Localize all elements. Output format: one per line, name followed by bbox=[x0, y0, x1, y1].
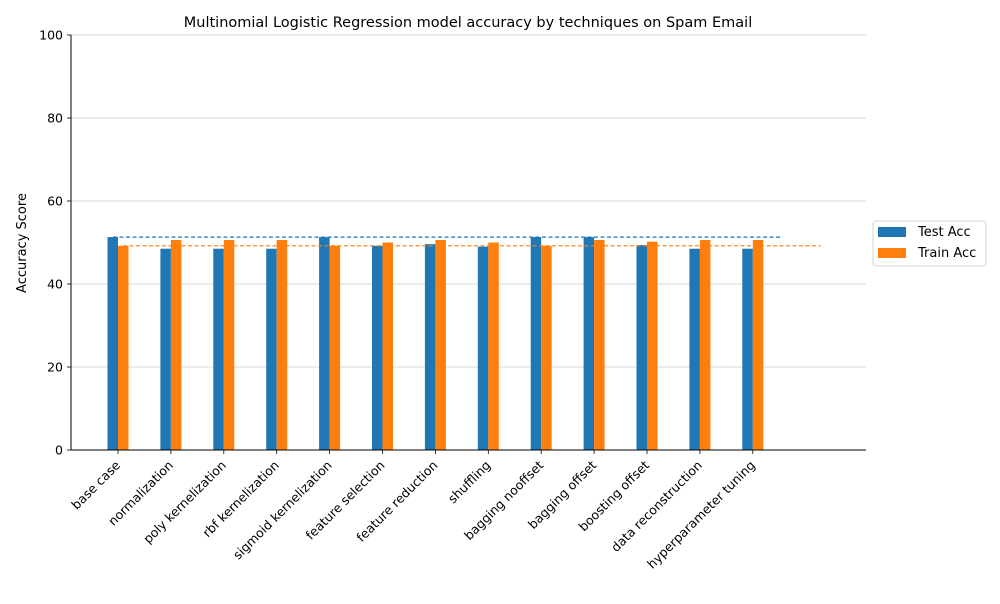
bar-train-acc bbox=[699, 240, 711, 450]
bar-test-acc bbox=[107, 237, 118, 450]
bar-test-acc bbox=[689, 248, 700, 450]
y-tick-label: 80 bbox=[47, 111, 63, 126]
bar-test-acc bbox=[636, 244, 647, 450]
x-tick-label: shuffling bbox=[445, 458, 494, 507]
bar-test-acc bbox=[160, 248, 171, 450]
y-tick-label: 40 bbox=[47, 277, 63, 292]
bar-test-acc bbox=[372, 245, 383, 450]
x-tick-label: hyperparameter tuning bbox=[644, 458, 758, 572]
bar-test-acc bbox=[319, 237, 330, 450]
bars bbox=[107, 237, 764, 450]
bar-test-acc bbox=[266, 248, 277, 450]
bar-train-acc bbox=[752, 240, 764, 450]
bar-train-acc bbox=[647, 241, 658, 450]
legend: Test Acc Train Acc bbox=[872, 220, 987, 267]
x-tick-label: sigmoid kernelization bbox=[230, 458, 335, 563]
bar-train-acc bbox=[435, 240, 446, 450]
reference-lines bbox=[113, 236, 821, 247]
x-tick-label: base case bbox=[68, 457, 123, 512]
chart-title: Multinomial Logistic Regression model ac… bbox=[184, 15, 752, 31]
y-tick-label: 100 bbox=[39, 28, 63, 43]
y-tick-label: 20 bbox=[47, 360, 63, 375]
bar-train-acc bbox=[488, 242, 499, 450]
legend-label-test: Test Acc bbox=[917, 225, 971, 240]
bar-train-acc bbox=[223, 240, 235, 450]
bar-test-acc bbox=[583, 237, 595, 450]
bar-test-acc bbox=[477, 246, 489, 450]
legend-label-train: Train Acc bbox=[917, 246, 976, 261]
legend-swatch-train bbox=[878, 248, 906, 258]
y-tick-label: 0 bbox=[55, 443, 63, 458]
bar-test-acc bbox=[742, 248, 753, 450]
y-axis-label: Accuracy Score bbox=[15, 193, 30, 293]
bar-train-acc bbox=[594, 240, 605, 450]
bar-train-acc bbox=[170, 240, 182, 450]
legend-swatch-test bbox=[878, 227, 906, 237]
bar-train-acc bbox=[118, 245, 129, 450]
bar-train-acc bbox=[541, 245, 552, 450]
bar-test-acc bbox=[530, 237, 542, 450]
bar-train-acc bbox=[382, 242, 393, 450]
bar-test-acc bbox=[424, 244, 436, 450]
y-tick-label: 60 bbox=[47, 194, 63, 209]
bar-train-acc bbox=[329, 245, 341, 450]
gridlines bbox=[71, 34, 866, 368]
x-tick-label: data reconstruction bbox=[608, 458, 705, 555]
bar-test-acc bbox=[213, 248, 224, 450]
bar-train-acc bbox=[276, 240, 288, 450]
